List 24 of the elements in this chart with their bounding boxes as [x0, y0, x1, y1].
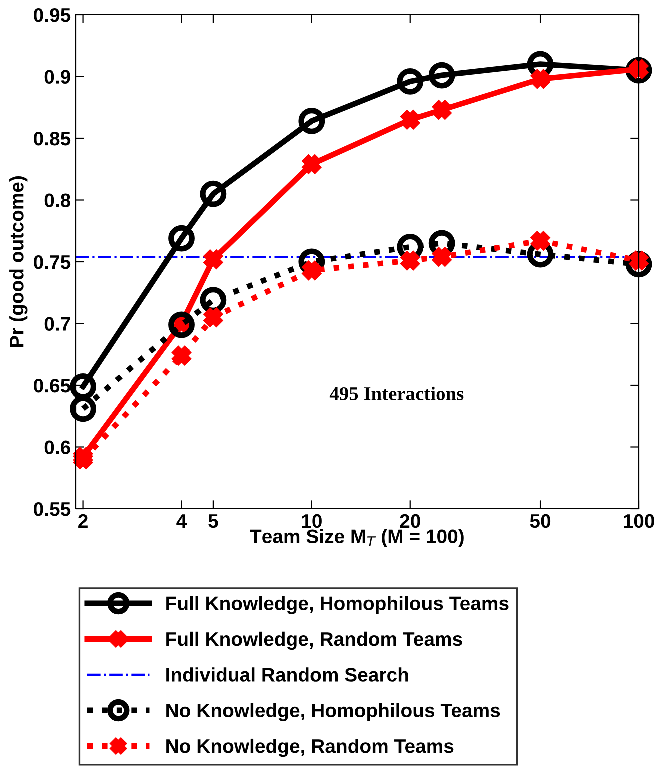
y-tick-label: 0.85: [34, 132, 71, 146]
y-tick-label: 0.55: [34, 502, 71, 516]
legend-label: Full Knowledge, Homophilous Teams: [166, 596, 509, 614]
x-axis-title: Team Size M$_{T}$ (M = 100): [250, 529, 464, 548]
x-tick-label: 4: [176, 514, 188, 528]
y-axis-title: Pr (good outcome): [10, 176, 28, 348]
y-tick-label: 0.6: [44, 440, 70, 454]
y-tick-label: 0.7: [44, 317, 70, 331]
legend-label: Full Knowledge, Random Teams: [166, 632, 462, 650]
x-tick-label: 2: [78, 514, 88, 528]
y-tick-label: 0.8: [44, 194, 71, 208]
y-tick-label: 0.65: [34, 378, 71, 393]
legend-label: No Knowledge, Homophilous Teams: [166, 703, 500, 722]
y-tick-label: 0.75: [34, 255, 71, 270]
x-tick-label: 20: [400, 514, 420, 528]
x-tick-label: 100: [624, 514, 654, 528]
x-tick-label: 5: [208, 514, 218, 528]
x-tick-label: 50: [530, 514, 551, 528]
legend-label: No Knowledge, Random Teams: [166, 738, 454, 758]
y-tick-label: 0.9: [44, 70, 70, 84]
x-tick-label: 10: [302, 514, 322, 528]
annotation: 495 Interactions: [330, 386, 464, 401]
y-tick-label: 0.95: [34, 8, 71, 22]
legend-label: Individual Random Search: [166, 668, 408, 682]
